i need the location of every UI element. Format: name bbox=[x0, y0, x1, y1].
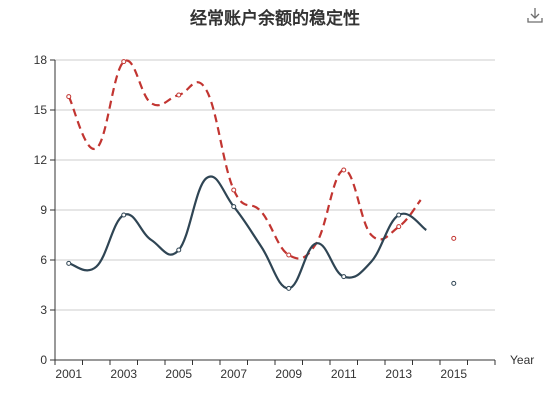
data-point bbox=[451, 280, 457, 286]
y-tick-label: 6 bbox=[40, 253, 47, 267]
x-tick-label: 2015 bbox=[440, 367, 467, 381]
axes: 0 3 6 9 12 15 18 2001 2003 2005 2007 2009 2011 2013 20… bbox=[34, 53, 496, 381]
y-tick-label: 9 bbox=[40, 203, 47, 217]
data-point bbox=[121, 59, 127, 65]
data-point bbox=[231, 204, 237, 210]
x-tick-label: 2001 bbox=[55, 367, 82, 381]
y-tick-label: 0 bbox=[40, 353, 47, 367]
data-point bbox=[286, 285, 292, 291]
data-point bbox=[396, 224, 402, 230]
data-point bbox=[451, 235, 457, 241]
x-axis-label: Year bbox=[510, 353, 534, 367]
y-tick-label: 15 bbox=[34, 103, 48, 117]
data-point bbox=[176, 247, 182, 253]
y-tick-label: 3 bbox=[40, 303, 47, 317]
series-2 bbox=[66, 175, 457, 291]
download-icon[interactable] bbox=[526, 6, 544, 24]
data-point bbox=[231, 187, 237, 193]
data-point bbox=[176, 92, 182, 98]
x-tick-label: 2013 bbox=[385, 367, 412, 381]
data-point bbox=[341, 167, 347, 173]
x-tick-label: 2003 bbox=[110, 367, 137, 381]
data-point bbox=[121, 212, 127, 218]
chart-title: 经常账户余额的稳定性 bbox=[190, 9, 360, 29]
y-tick-label: 18 bbox=[34, 53, 48, 67]
x-tick-label: 2007 bbox=[220, 367, 247, 381]
data-point bbox=[396, 212, 402, 218]
data-point bbox=[341, 274, 347, 280]
series-line bbox=[68, 175, 427, 290]
series bbox=[66, 59, 457, 291]
data-point bbox=[66, 94, 72, 100]
x-tick-label: 2011 bbox=[331, 367, 357, 381]
series-line bbox=[67, 59, 422, 260]
x-tick-label: 2009 bbox=[275, 367, 302, 381]
x-tick-label: 2005 bbox=[165, 367, 192, 381]
y-tick-label: 12 bbox=[34, 153, 48, 167]
data-point bbox=[286, 252, 292, 258]
data-point bbox=[66, 260, 72, 266]
series-1 bbox=[66, 59, 457, 260]
